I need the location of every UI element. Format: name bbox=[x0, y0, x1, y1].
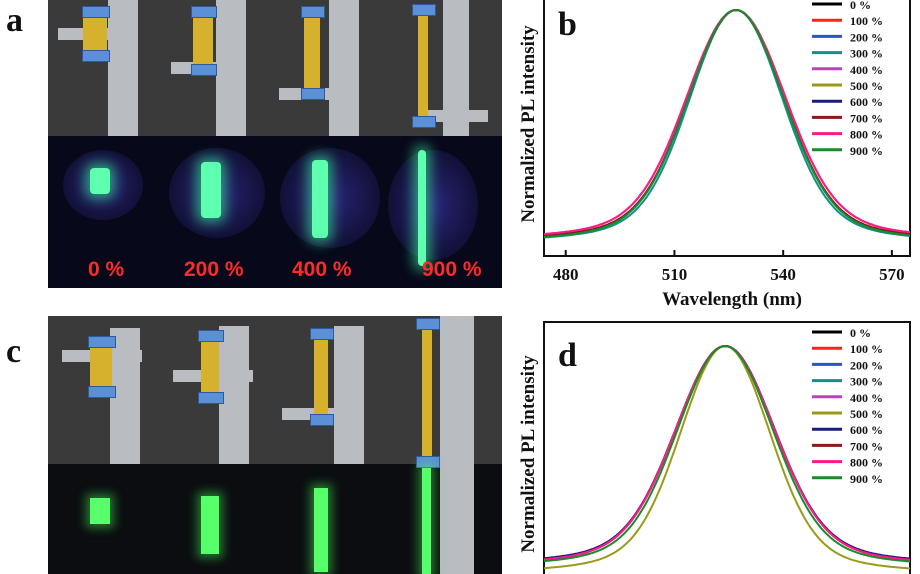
sample-400-percent bbox=[274, 0, 388, 288]
sample-c-2 bbox=[161, 316, 274, 574]
elastomer-strip bbox=[201, 336, 219, 398]
x-tick-label: 510 bbox=[662, 265, 688, 284]
x-tick-label: 540 bbox=[770, 265, 796, 284]
panel-label-a: a bbox=[6, 2, 23, 39]
panel-label-c: c bbox=[6, 333, 22, 370]
y-axis-label: Normalized PL intensity bbox=[518, 25, 539, 223]
glowing-strip bbox=[312, 160, 328, 238]
binder-clip bbox=[198, 392, 224, 404]
binder-clip bbox=[82, 50, 110, 62]
legend-label: 200 % bbox=[850, 30, 883, 44]
elastomer-strip bbox=[304, 12, 320, 94]
elastomer-strip bbox=[193, 12, 213, 70]
binder-clip bbox=[88, 336, 116, 348]
binder-clip bbox=[82, 6, 110, 18]
binder-clip bbox=[310, 414, 334, 426]
binder-clip bbox=[416, 456, 440, 468]
legend-label: 400 % bbox=[850, 63, 883, 77]
strain-label-900: 900 % bbox=[422, 258, 482, 281]
legend-label: 900 % bbox=[850, 144, 883, 158]
elastomer-strip bbox=[418, 10, 428, 120]
binder-clip bbox=[310, 328, 334, 340]
photo-panel-c bbox=[48, 316, 502, 574]
panel-label-b: b bbox=[558, 6, 577, 43]
binder-clip bbox=[191, 64, 217, 76]
glowing-strip bbox=[90, 498, 110, 524]
legend-label: 900 % bbox=[850, 472, 883, 486]
binder-clip bbox=[416, 318, 440, 330]
plot-frame bbox=[543, 0, 911, 257]
legend-label: 700 % bbox=[850, 439, 883, 453]
glowing-strip bbox=[201, 496, 219, 554]
legend-label: 600 % bbox=[850, 95, 883, 109]
legend-label: 300 % bbox=[850, 375, 883, 389]
pl-spectra-chart-b: b Normalized PL intensity Wavelength (nm… bbox=[518, 0, 911, 310]
sample-c-1 bbox=[48, 316, 161, 574]
legend-label: 0 % bbox=[850, 326, 871, 340]
legend-label: 0 % bbox=[850, 0, 871, 12]
binder-clip bbox=[412, 116, 436, 128]
glowing-strip bbox=[201, 162, 221, 218]
caliper bbox=[334, 326, 364, 464]
legend-label: 100 % bbox=[850, 342, 883, 356]
binder-clip bbox=[198, 330, 224, 342]
legend-label: 500 % bbox=[850, 407, 883, 421]
sample-900-percent bbox=[388, 0, 502, 288]
panel-label-d: d bbox=[558, 337, 577, 374]
legend: 0 % 100 % 200 % 300 % 400 % 500 % 600 % 700 % 80… bbox=[812, 326, 883, 486]
photo-panel-a: 0 % 200 % 400 % 900 % bbox=[48, 0, 502, 288]
strain-label-0: 0 % bbox=[88, 258, 125, 281]
legend-label: 100 % bbox=[850, 14, 883, 28]
legend: 0 % 100 % 200 % 300 % 400 % 500 % 600 % 700 % 80… bbox=[812, 0, 883, 158]
plot-frame bbox=[543, 321, 911, 574]
binder-clip bbox=[301, 88, 325, 100]
binder-clip bbox=[191, 6, 217, 18]
uv-halo bbox=[388, 150, 478, 260]
legend-label: 600 % bbox=[850, 423, 883, 437]
glowing-strip bbox=[90, 168, 110, 194]
binder-clip bbox=[412, 4, 436, 16]
x-axis-label: Wavelength (nm) bbox=[662, 289, 802, 310]
y-axis-label: Normalized PL intensity bbox=[518, 355, 539, 553]
legend-label: 200 % bbox=[850, 358, 883, 372]
elastomer-strip bbox=[90, 344, 112, 388]
series-line-900pct bbox=[543, 344, 911, 563]
legend-label: 500 % bbox=[850, 79, 883, 93]
pl-spectra-chart-d: d Normalized PL intensity 0 % 100 % 200 % 3… bbox=[518, 321, 911, 574]
plot-area bbox=[543, 321, 911, 574]
x-tick-label: 480 bbox=[553, 265, 579, 284]
caliper bbox=[108, 0, 138, 136]
legend-label: 800 % bbox=[850, 456, 883, 470]
caliper bbox=[440, 316, 474, 574]
caliper-jaw bbox=[428, 110, 488, 122]
caliper bbox=[219, 326, 249, 464]
legend-label: 300 % bbox=[850, 47, 883, 61]
plot-area: 480 510 540 570 bbox=[543, 0, 911, 284]
sample-0-percent bbox=[48, 0, 161, 288]
sample-c-4 bbox=[388, 316, 502, 574]
strain-label-200: 200 % bbox=[184, 258, 244, 281]
elastomer-strip bbox=[83, 12, 107, 54]
glowing-strip bbox=[422, 468, 431, 574]
caliper bbox=[329, 0, 359, 136]
series-line-900pct bbox=[543, 8, 911, 238]
glowing-strip bbox=[418, 150, 426, 266]
x-tick-label: 570 bbox=[879, 265, 905, 284]
uv-halo bbox=[280, 148, 380, 248]
binder-clip bbox=[301, 6, 325, 18]
legend-label: 700 % bbox=[850, 111, 883, 125]
strain-label-400: 400 % bbox=[292, 258, 352, 281]
sample-c-3 bbox=[274, 316, 388, 574]
legend-label: 400 % bbox=[850, 391, 883, 405]
binder-clip bbox=[88, 386, 116, 398]
glowing-strip bbox=[314, 488, 328, 572]
sample-200-percent bbox=[161, 0, 274, 288]
elastomer-strip bbox=[314, 334, 328, 420]
legend-label: 800 % bbox=[850, 128, 883, 142]
elastomer-strip bbox=[422, 324, 432, 464]
